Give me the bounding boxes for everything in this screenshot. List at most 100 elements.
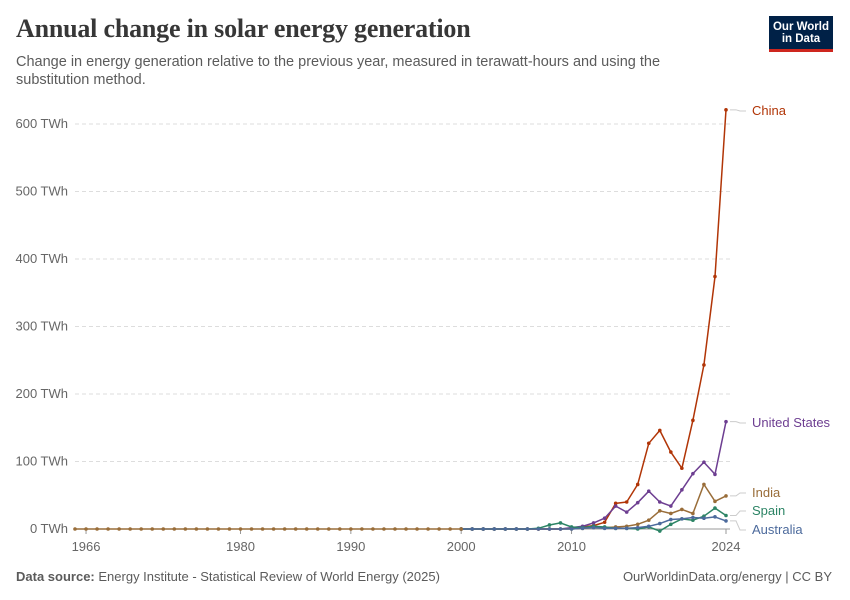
data-point[interactable] (139, 527, 144, 531)
data-point[interactable] (161, 527, 166, 531)
data-point[interactable] (624, 526, 629, 531)
data-point[interactable] (602, 526, 607, 531)
data-point[interactable] (702, 363, 706, 367)
series-united-states[interactable] (459, 419, 728, 531)
data-point[interactable] (635, 525, 640, 530)
data-point[interactable] (437, 527, 441, 531)
data-point[interactable] (713, 515, 717, 519)
data-point[interactable] (702, 460, 706, 464)
data-point[interactable] (106, 527, 110, 531)
data-point[interactable] (713, 506, 717, 510)
data-point[interactable] (669, 504, 673, 508)
data-point[interactable] (680, 517, 684, 521)
data-point[interactable] (536, 527, 541, 531)
data-point[interactable] (558, 527, 563, 531)
data-point[interactable] (183, 527, 188, 531)
data-point[interactable] (691, 418, 695, 423)
data-point[interactable] (260, 527, 265, 531)
data-point[interactable] (194, 527, 199, 531)
data-point[interactable] (613, 501, 618, 506)
data-point[interactable] (624, 510, 629, 514)
data-point[interactable] (73, 527, 77, 531)
data-point[interactable] (669, 511, 673, 516)
data-point[interactable] (415, 527, 419, 531)
series-label[interactable]: Australia (752, 522, 803, 537)
series-australia[interactable] (459, 515, 728, 531)
owid-logo[interactable]: Our World in Data (769, 16, 833, 52)
data-point[interactable] (503, 527, 508, 531)
data-point[interactable] (547, 527, 552, 531)
data-point[interactable] (680, 466, 684, 471)
data-point[interactable] (282, 527, 287, 531)
data-point[interactable] (724, 419, 728, 424)
data-point[interactable] (680, 507, 684, 512)
data-point[interactable] (382, 527, 386, 531)
data-point[interactable] (657, 521, 662, 526)
data-point[interactable] (591, 525, 596, 530)
data-point[interactable] (481, 527, 486, 531)
data-point[interactable] (326, 527, 331, 531)
data-point[interactable] (404, 527, 408, 531)
data-point[interactable] (547, 523, 552, 527)
data-point[interactable] (293, 527, 298, 531)
data-point[interactable] (702, 482, 706, 487)
series-line[interactable] (461, 421, 727, 530)
data-point[interactable] (216, 527, 221, 531)
series-label[interactable]: China (752, 103, 787, 118)
data-point[interactable] (84, 527, 88, 531)
data-point[interactable] (713, 472, 717, 477)
data-point[interactable] (691, 518, 695, 523)
credit-link[interactable]: OurWorldinData.org/energy | CC BY (622, 569, 832, 584)
data-point[interactable] (713, 274, 717, 279)
data-point[interactable] (525, 527, 530, 531)
data-point[interactable] (271, 527, 276, 531)
data-point[interactable] (724, 108, 728, 112)
data-point[interactable] (646, 489, 651, 494)
data-point[interactable] (691, 515, 695, 520)
data-point[interactable] (669, 450, 673, 454)
data-point[interactable] (669, 517, 673, 522)
data-point[interactable] (249, 527, 254, 531)
data-point[interactable] (669, 522, 673, 527)
data-point[interactable] (470, 527, 475, 531)
data-point[interactable] (558, 521, 563, 525)
data-point[interactable] (657, 508, 662, 513)
data-point[interactable] (657, 428, 662, 433)
data-point[interactable] (602, 520, 607, 525)
series-label[interactable]: United States (752, 415, 831, 430)
data-point[interactable] (635, 500, 640, 505)
data-point[interactable] (591, 521, 596, 525)
baseline-series[interactable] (73, 527, 463, 531)
data-point[interactable] (448, 527, 452, 531)
data-point[interactable] (150, 527, 155, 531)
data-point[interactable] (315, 527, 320, 531)
data-point[interactable] (172, 527, 177, 531)
data-point[interactable] (613, 504, 618, 508)
data-point[interactable] (569, 527, 574, 531)
data-point[interactable] (338, 527, 342, 531)
data-point[interactable] (646, 441, 651, 446)
series-label[interactable]: India (752, 485, 781, 500)
series-label[interactable]: Spain (752, 503, 785, 518)
data-point[interactable] (95, 527, 99, 531)
data-point[interactable] (602, 516, 607, 520)
series-line[interactable] (461, 109, 727, 530)
data-point[interactable] (371, 527, 375, 531)
data-point[interactable] (205, 527, 210, 531)
data-point[interactable] (646, 524, 651, 529)
data-point[interactable] (724, 513, 728, 518)
data-point[interactable] (635, 522, 640, 527)
data-point[interactable] (713, 499, 717, 504)
data-point[interactable] (426, 527, 430, 531)
data-point[interactable] (646, 518, 651, 523)
data-point[interactable] (227, 527, 232, 531)
data-point[interactable] (702, 516, 706, 520)
data-point[interactable] (691, 511, 695, 516)
data-point[interactable] (724, 519, 728, 523)
data-point[interactable] (657, 529, 662, 533)
data-point[interactable] (492, 527, 497, 531)
data-point[interactable] (304, 527, 309, 531)
data-point[interactable] (360, 527, 364, 531)
data-point[interactable] (128, 527, 132, 531)
series-china[interactable] (459, 108, 728, 531)
